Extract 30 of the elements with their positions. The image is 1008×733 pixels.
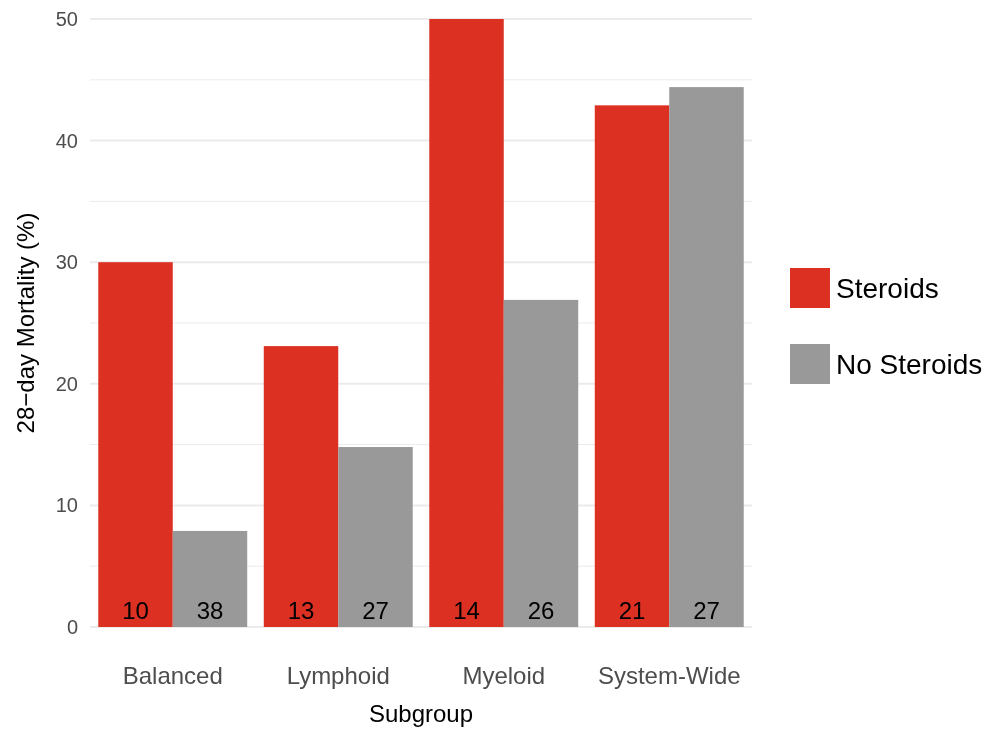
x-tick-label: System-Wide: [597, 662, 741, 690]
y-tick-label: 30: [55, 251, 78, 274]
y-tick-label: 50: [55, 7, 78, 30]
bar: [669, 87, 744, 627]
annotation: 38: [196, 597, 224, 624]
y-tick-label: 20: [55, 372, 78, 395]
x-axis-title: Subgroup: [368, 700, 474, 727]
bar: [338, 447, 413, 627]
annotation: 27: [362, 597, 389, 624]
annotation: 14: [453, 597, 480, 624]
annotation: 27: [693, 597, 720, 624]
y-axis-title: 28−day Mortality (%): [12, 212, 39, 434]
legend-label: No Steroids: [836, 349, 983, 380]
y-tick-label: 0: [66, 615, 78, 638]
annotation: 21: [618, 597, 646, 624]
x-tick-label: Myeloid: [462, 662, 546, 690]
bar: [594, 105, 670, 627]
x-tick-label: Lymphoid: [286, 662, 390, 690]
bar: [429, 19, 504, 627]
bar: [172, 530, 248, 627]
x-tick-label: Balanced: [122, 662, 223, 690]
bar: [98, 262, 173, 627]
y-tick-label: 10: [55, 494, 78, 517]
annotation: 10: [122, 597, 149, 624]
y-tick-label: 40: [55, 129, 78, 152]
legend-label: Steroids: [836, 273, 939, 304]
annotation: 26: [527, 597, 555, 624]
bar: [503, 299, 579, 627]
bar: [263, 346, 339, 627]
annotation: 13: [287, 597, 315, 624]
